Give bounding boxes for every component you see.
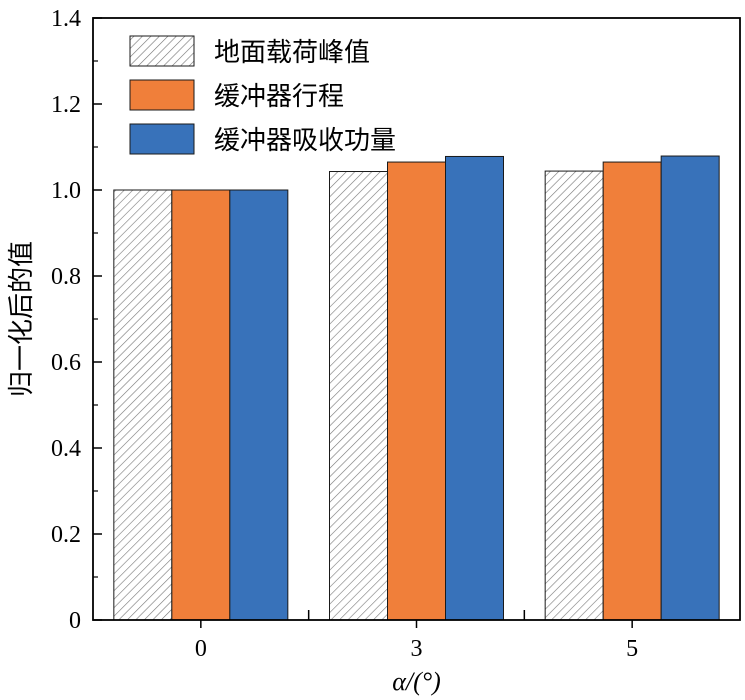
legend-swatch-1 <box>129 35 195 67</box>
y-tick-label-3: 0.6 <box>51 350 81 376</box>
bar-3-5 <box>660 155 720 621</box>
y-tick-label-1: 0.2 <box>51 522 81 548</box>
legend-label-1: 地面载荷峰值 <box>214 38 370 67</box>
y-tick-label-7: 1.4 <box>51 6 81 32</box>
bar-2-3 <box>387 161 446 621</box>
bars-group <box>113 155 720 621</box>
x-tick-label-5: 5 <box>626 636 638 662</box>
x-tick-label-3: 3 <box>411 636 423 662</box>
y-tick-label-5: 1.0 <box>51 178 81 204</box>
y-tick-label-4: 0.8 <box>51 264 81 290</box>
y-tick-label-6: 1.2 <box>51 92 81 118</box>
bar-2-0 <box>171 189 231 621</box>
y-axis-title: 归一化后的值 <box>7 241 36 397</box>
bar-2-5 <box>602 161 662 621</box>
x-tick-label-0: 0 <box>195 636 207 662</box>
bar-3-0 <box>229 189 289 621</box>
y-tick-label-2: 0.4 <box>51 436 81 462</box>
bar-3-3 <box>445 155 504 621</box>
axes-group: 0 3 5 0 0.2 0.4 0.6 0.8 1.0 1.2 1.4 <box>51 6 741 662</box>
x-axis-title: α/(°) <box>392 667 441 696</box>
legend-label-2: 缓冲器行程 <box>214 82 344 111</box>
legend-swatch-2 <box>129 79 195 111</box>
bar-1-5 <box>544 170 604 621</box>
y-tick-label-0: 0 <box>69 608 81 634</box>
legend-label-3: 缓冲器吸收功量 <box>214 126 396 155</box>
plot-frame <box>92 17 741 621</box>
bar-1-3 <box>329 171 388 621</box>
legend-swatch-3 <box>129 123 195 155</box>
bar-1-0 <box>113 189 173 621</box>
